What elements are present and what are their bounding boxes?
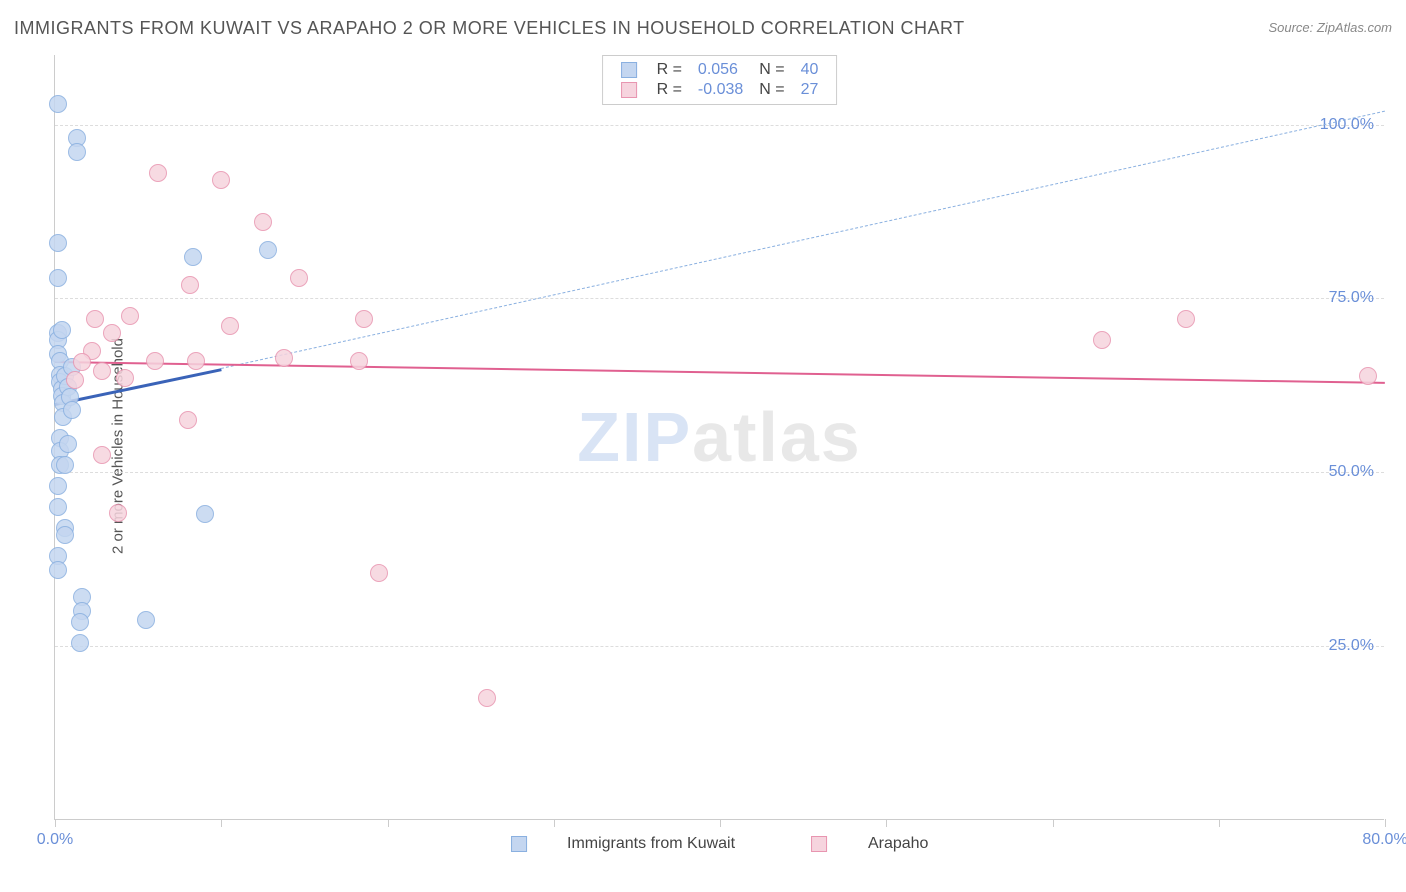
data-point [121,307,139,325]
gridline-h [55,298,1384,299]
x-tick [720,819,721,827]
x-tick [1385,819,1386,827]
data-point [49,234,67,252]
data-point [49,95,67,113]
data-point [179,411,197,429]
data-point [212,171,230,189]
data-point [116,369,134,387]
trend-line [221,111,1385,369]
gridline-h [55,646,1384,647]
data-point [56,456,74,474]
swatch-kuwait [621,62,637,78]
data-point [196,505,214,523]
y-tick-label: 50.0% [1329,463,1374,481]
n-value-arapaho: 27 [793,80,827,100]
data-point [71,613,89,631]
r-value-kuwait: 0.056 [690,60,751,80]
gridline-h [55,125,1384,126]
data-point [275,349,293,367]
page-title: IMMIGRANTS FROM KUWAIT VS ARAPAHO 2 OR M… [14,18,965,38]
watermark-a: ZIP [577,398,692,476]
data-point [103,324,121,342]
x-tick [1219,819,1220,827]
x-tick [55,819,56,827]
legend-bottom: Immigrants from Kuwait Arapaho [475,835,965,853]
x-tick-label: 0.0% [37,831,73,849]
data-point [109,504,127,522]
legend-top: R = 0.056 N = 40 R = -0.038 N = 27 [602,55,838,105]
data-point [1359,367,1377,385]
x-tick [1053,819,1054,827]
x-tick [886,819,887,827]
data-point [1177,310,1195,328]
data-point [370,564,388,582]
data-point [49,269,67,287]
data-point [68,143,86,161]
data-point [290,269,308,287]
data-point [66,371,84,389]
data-point [350,352,368,370]
data-point [259,241,277,259]
legend-row-kuwait: R = 0.056 N = 40 [613,60,827,80]
swatch-arapaho [621,82,637,98]
watermark: ZIPatlas [577,397,861,477]
r-label: R = [649,80,690,100]
data-point [86,310,104,328]
data-point [149,164,167,182]
legend-item-arapaho: Arapaho [794,835,947,852]
legend-row-arapaho: R = -0.038 N = 27 [613,80,827,100]
data-point [71,634,89,652]
n-label: N = [751,80,792,100]
data-point [49,477,67,495]
r-value-arapaho: -0.038 [690,80,751,100]
y-tick-label: 75.0% [1329,289,1374,307]
data-point [254,213,272,231]
watermark-b: atlas [692,398,862,476]
data-point [53,321,71,339]
x-tick [221,819,222,827]
x-tick [554,819,555,827]
y-tick-label: 25.0% [1329,637,1374,655]
data-point [137,611,155,629]
legend-label-arapaho: Arapaho [868,835,929,852]
data-point [184,248,202,266]
data-point [63,401,81,419]
data-point [93,446,111,464]
data-point [49,561,67,579]
legend-label-kuwait: Immigrants from Kuwait [567,835,735,852]
data-point [1093,331,1111,349]
r-label: R = [649,60,690,80]
swatch-arapaho [812,836,828,852]
legend-item-kuwait: Immigrants from Kuwait [493,835,758,852]
correlation-chart: R = 0.056 N = 40 R = -0.038 N = 27 ZIPat… [54,55,1384,820]
x-tick-label: 80.0% [1362,831,1406,849]
data-point [478,689,496,707]
data-point [221,317,239,335]
n-value-kuwait: 40 [793,60,827,80]
data-point [181,276,199,294]
x-tick [388,819,389,827]
data-point [355,310,373,328]
data-point [56,526,74,544]
n-label: N = [751,60,792,80]
data-point [93,362,111,380]
data-point [187,352,205,370]
data-point [146,352,164,370]
data-point [59,435,77,453]
data-point [49,498,67,516]
swatch-kuwait [511,836,527,852]
data-point [73,353,91,371]
source-attribution: Source: ZipAtlas.com [1268,20,1392,35]
gridline-h [55,472,1384,473]
trend-line [55,361,1385,384]
